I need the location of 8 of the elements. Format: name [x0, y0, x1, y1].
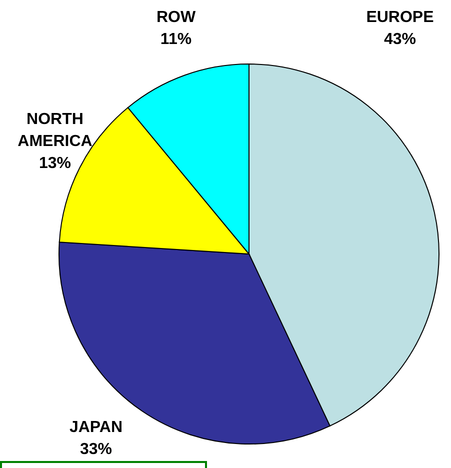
data-label: 13%: [38, 155, 72, 172]
data-label: 43%: [384, 31, 416, 48]
slice-label: ROW: [156, 9, 196, 26]
slice-label: EUROPE: [366, 9, 434, 26]
data-label: 11%: [160, 31, 192, 48]
slice-label: NORTH AMERICA: [18, 111, 93, 150]
slice-label: JAPAN: [69, 419, 123, 436]
data-label: 33%: [80, 441, 112, 458]
